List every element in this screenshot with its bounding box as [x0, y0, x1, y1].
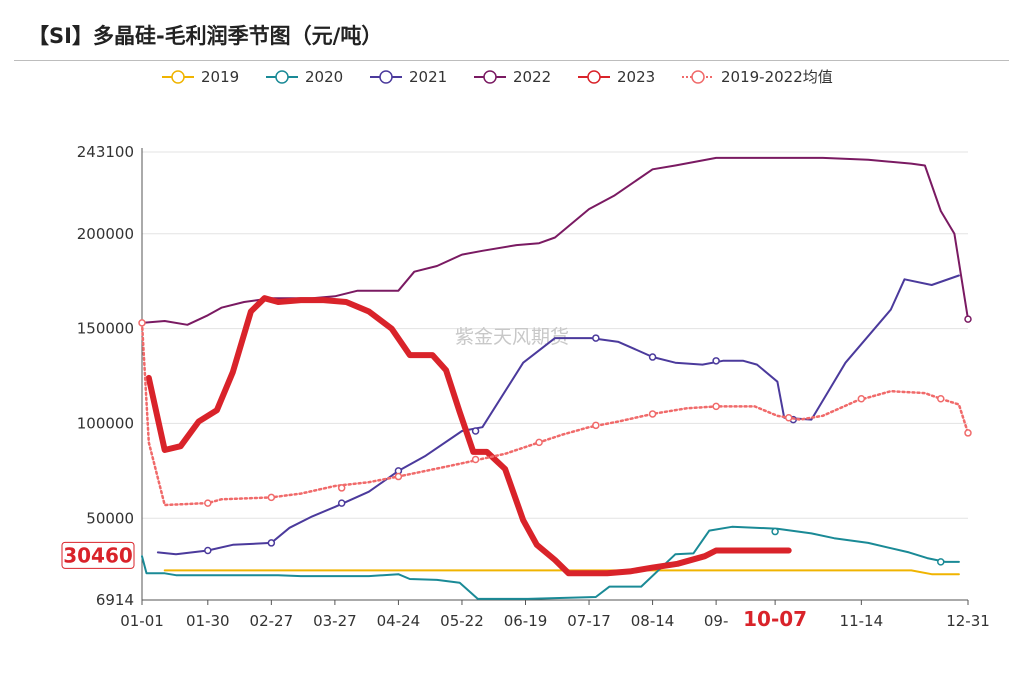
y-tick-label: 243100 — [77, 143, 134, 161]
series-point-2019-2022均值 — [712, 402, 720, 411]
legend-marker-2022 — [483, 70, 497, 84]
x-tick-label: 05-22 — [440, 612, 484, 630]
series-point-2020 — [771, 527, 779, 536]
series-point-2021 — [592, 334, 600, 342]
legend-label-2019: 2019 — [201, 68, 239, 86]
x-tick-label: 12-31 — [946, 612, 990, 630]
x-tick-label: 01-30 — [186, 612, 230, 630]
legend-marker-2023 — [587, 70, 601, 84]
legend-marker-2019-2022均值 — [691, 70, 705, 84]
series-line-2020 — [141, 525, 960, 600]
series-point-2019-2022均值 — [204, 499, 212, 507]
x-tick-label: 01-01 — [120, 612, 164, 630]
x-tick-label: 08-14 — [631, 612, 675, 630]
grid-lines — [142, 151, 968, 519]
legend-label-2022: 2022 — [513, 68, 551, 86]
series-group — [138, 156, 972, 600]
page-title: 【SI】多晶硅-毛利润季节图（元/吨） — [28, 24, 383, 48]
x-tick-label: 04-24 — [377, 612, 421, 630]
x-tick-label: 06-19 — [504, 612, 548, 630]
legend: 2019 2020 2021 2022 2023 2019-2022均值 — [162, 68, 833, 86]
x-tick-label: 02-27 — [250, 612, 294, 630]
series-point-2022 — [964, 315, 972, 323]
series-line-2019 — [163, 569, 960, 576]
y-tick-label: 150000 — [77, 320, 134, 338]
series-point-2019-2022均值 — [138, 319, 146, 327]
tick-labels: 6914 50000 100000 150000 200000 243100 01-01 01… — [61, 143, 990, 631]
legend-label-2020: 2020 — [305, 68, 343, 86]
series-point-2021 — [471, 427, 480, 435]
series-point-2021 — [267, 539, 276, 547]
y-tick-label: 100000 — [77, 414, 134, 432]
series-point-2021 — [204, 546, 212, 555]
y-tick-label: 6914 — [96, 591, 134, 609]
series-point-2021 — [648, 353, 657, 361]
x-tick-label: 11-14 — [840, 612, 884, 630]
axes — [141, 148, 969, 605]
series-point-2019-2022均值 — [471, 455, 480, 464]
series-line-2023 — [145, 295, 792, 577]
series-point-2019-2022均值 — [394, 472, 403, 481]
series-point-2019-2022均值 — [592, 421, 600, 430]
legend-marker-2020 — [275, 70, 289, 84]
legend-marker-2019 — [171, 70, 185, 84]
title-divider — [14, 60, 1009, 61]
legend-label-2019-2022均值: 2019-2022均值 — [721, 68, 833, 86]
x-tick-label: 09- — [704, 612, 729, 630]
series-point-2019-2022均值 — [535, 438, 543, 447]
x-tick-label: 03-27 — [313, 612, 357, 630]
legend-label-2021: 2021 — [409, 68, 447, 86]
series-point-2019-2022均值 — [937, 395, 945, 403]
x-tick-label: 07-17 — [567, 612, 611, 630]
x-tick-label-highlight: 10-07 — [743, 607, 807, 631]
series-point-2020 — [937, 558, 945, 566]
series-point-2019-2022均值 — [857, 395, 866, 403]
watermark-text: 紫金天风期货 — [455, 326, 569, 348]
legend-marker-2021 — [379, 70, 393, 84]
y-highlight-label: 30460 — [63, 543, 133, 567]
series-line-2019-2022均值 — [140, 321, 970, 507]
series-point-2019-2022均值 — [648, 410, 657, 418]
series-line-2021 — [156, 274, 960, 556]
y-tick-label: 50000 — [86, 509, 134, 527]
series-point-2021 — [712, 357, 720, 365]
series-point-2019-2022均值 — [784, 413, 793, 422]
y-highlight-box — [61, 541, 135, 569]
series-point-2019-2022均值 — [267, 493, 276, 502]
legend-label-2023: 2023 — [617, 68, 655, 86]
series-point-2021 — [337, 499, 346, 507]
series-point-2019-2022均值 — [964, 429, 972, 437]
y-tick-label: 200000 — [77, 225, 134, 243]
series-point-2019-2022均值 — [337, 484, 346, 492]
series-line-2022 — [141, 156, 969, 326]
